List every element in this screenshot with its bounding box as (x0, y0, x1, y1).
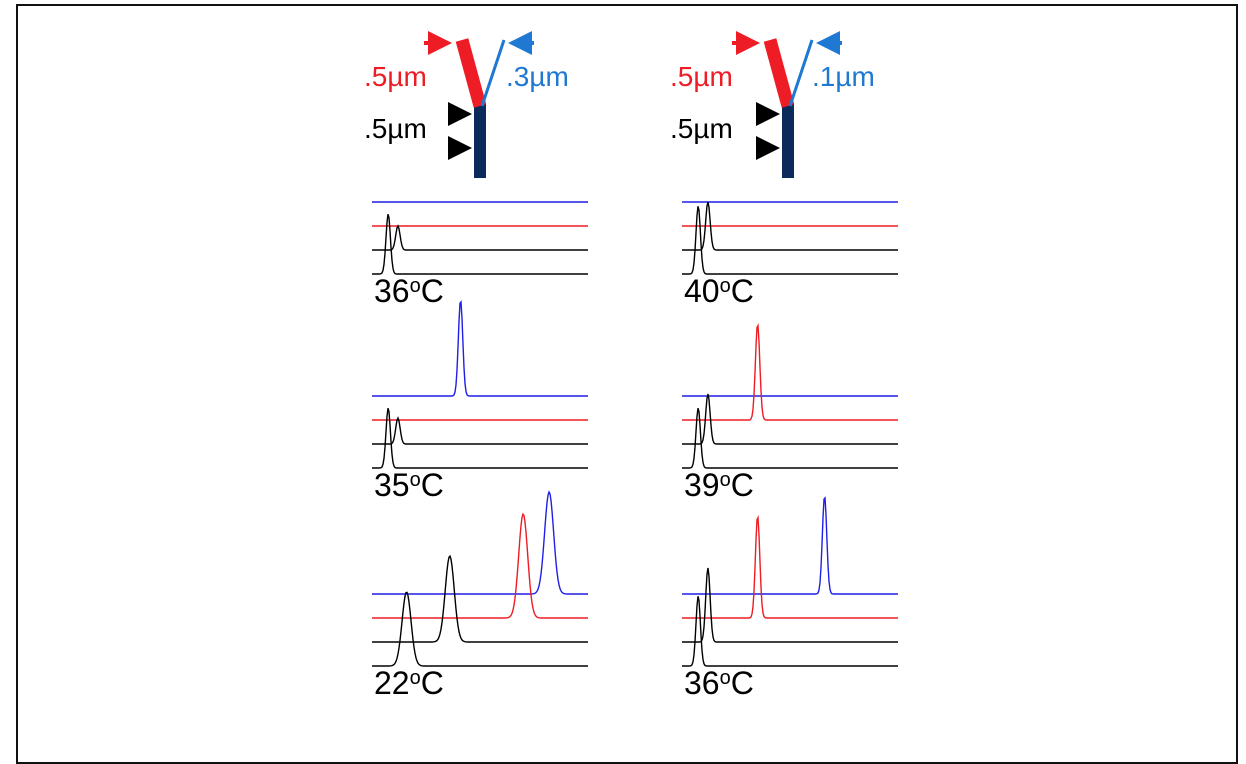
black-trace-2 (372, 224, 588, 251)
temperature-value: 39 (684, 467, 720, 503)
blue-primer-label: .3µm (506, 61, 569, 92)
black-trace-2 (372, 554, 588, 643)
figure: .5µm .3µm .5µm .5µm .1µm .5µm 36oC35oC22… (364, 31, 898, 701)
black-trace-1 (682, 596, 898, 667)
black-trace-2 (682, 567, 898, 643)
blue-trace (682, 496, 898, 595)
black-trace-1 (682, 408, 898, 469)
stem-primer-label: .5µm (364, 113, 427, 144)
red-trace (682, 515, 898, 619)
blue-primer-label: .1µm (812, 61, 875, 92)
temperature-value: 35 (374, 467, 410, 503)
temperature-label: 36oC (374, 273, 444, 309)
stem-bar (782, 104, 794, 178)
blue-branch (480, 39, 506, 107)
blue-trace (372, 300, 588, 397)
degree-mark: o (720, 275, 731, 297)
temperature-value: 40 (684, 273, 720, 309)
black-trace-1 (372, 408, 588, 469)
temperature-unit: C (421, 467, 444, 503)
blue-trace (372, 490, 588, 595)
temperature-value: 36 (374, 273, 410, 309)
degree-mark: o (720, 469, 731, 491)
trace-panel-right-3: 36oC (682, 496, 898, 701)
black-trace-1 (372, 214, 588, 275)
stem-bar (474, 104, 486, 178)
temperature-label: 36oC (684, 665, 754, 701)
degree-mark: o (410, 469, 421, 491)
stem-primer-label: .5µm (670, 113, 733, 144)
red-branch (455, 38, 487, 108)
black-trace-1 (372, 591, 588, 667)
red-trace (682, 323, 898, 421)
black-trace-1 (682, 206, 898, 275)
trace-panel-left-2: 35oC (372, 300, 588, 503)
trace-panel-left-1: 36oC (372, 201, 588, 309)
black-trace-2 (682, 393, 898, 445)
temperature-unit: C (731, 273, 754, 309)
degree-mark: o (410, 667, 421, 689)
temperature-label: 40oC (684, 273, 754, 309)
temperature-label: 39oC (684, 467, 754, 503)
blue-branch (788, 39, 814, 107)
trace-panel-right-1: 40oC (682, 201, 898, 309)
red-trace (372, 512, 588, 619)
black-trace-2 (372, 416, 588, 445)
temperature-unit: C (731, 467, 754, 503)
temperature-unit: C (421, 665, 444, 701)
degree-mark: o (410, 275, 421, 297)
red-primer-label: .5µm (364, 61, 427, 92)
trace-panel-right-2: 39oC (682, 323, 898, 503)
temperature-value: 36 (684, 665, 720, 701)
right-schematic: .5µm .1µm .5µm (670, 31, 875, 178)
temperature-label: 35oC (374, 467, 444, 503)
temperature-unit: C (731, 665, 754, 701)
trace-panel-left-3: 22oC (372, 490, 588, 701)
temperature-unit: C (421, 273, 444, 309)
left-schematic: .5µm .3µm .5µm (364, 31, 569, 178)
red-primer-label: .5µm (670, 61, 733, 92)
temperature-label: 22oC (374, 665, 444, 701)
black-trace-2 (682, 201, 898, 251)
temperature-value: 22 (374, 665, 410, 701)
red-branch (763, 38, 795, 108)
degree-mark: o (720, 667, 731, 689)
